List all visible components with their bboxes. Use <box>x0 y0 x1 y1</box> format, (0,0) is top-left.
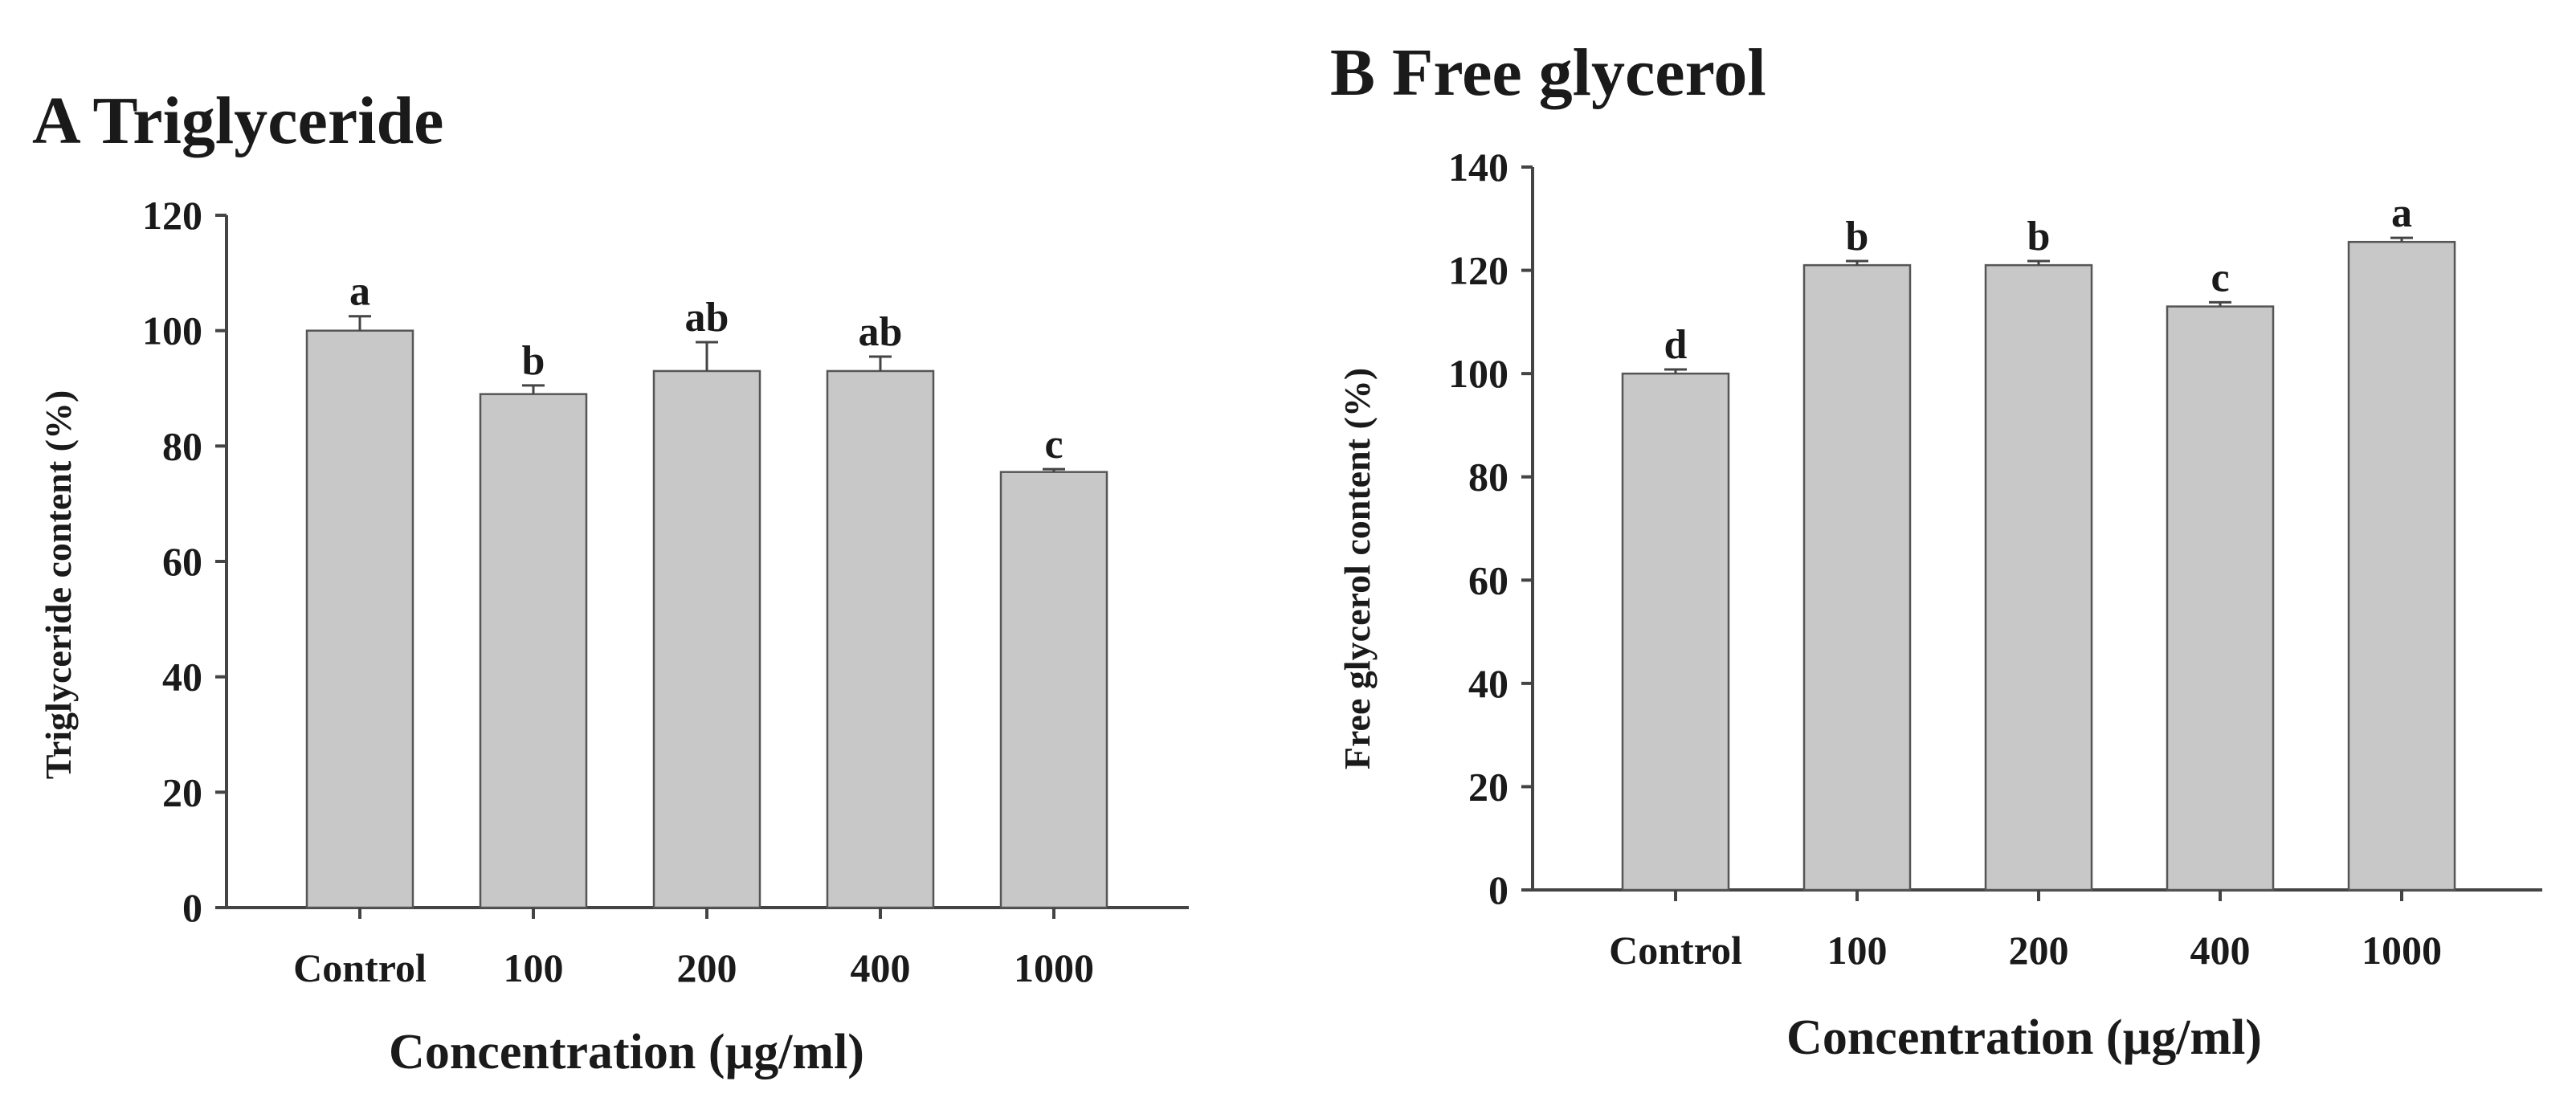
chart-a-bar <box>479 393 588 909</box>
chart-b-sig-label: c <box>2211 255 2229 300</box>
chart-a-y-tick-label: 60 <box>162 539 202 584</box>
chart-b-x-tick-label: 100 <box>1827 928 1888 973</box>
chart-a-bar <box>305 329 414 909</box>
chart-a-y-tick-label: 120 <box>142 193 202 238</box>
chart-a-y-tick-label: 40 <box>162 655 202 700</box>
chart-b-sig-label: a <box>2391 190 2412 236</box>
chart-b-y-tick-label: 120 <box>1448 248 1508 293</box>
chart-b-bar <box>2347 240 2456 892</box>
chart-b-xlabel: Concentration (µg/ml) <box>1786 1010 2262 1065</box>
chart-a-xlabel: Concentration (µg/ml) <box>389 1025 864 1079</box>
chart-a-title: A Triglyceride <box>32 84 443 158</box>
chart-b-title: B Free glycerol <box>1330 35 1766 110</box>
chart-a-bar <box>652 369 761 909</box>
chart-a-bar <box>999 471 1108 909</box>
chart-b-y-tick-label: 140 <box>1448 145 1508 190</box>
chart-b-marks: 0 20 40 60 80 100 120 140 d Control b 100 b 200 c 400 a 1… <box>1448 145 2542 973</box>
chart-b-x-tick-label: 400 <box>2190 928 2251 973</box>
chart-a-y-tick-label: 20 <box>162 769 202 814</box>
chart-b-ylabel: Free glycerol content (%) <box>1337 368 1378 769</box>
chart-a-y-tick-label: 100 <box>142 308 202 353</box>
chart-b-y-tick-label: 100 <box>1448 351 1508 396</box>
chart-b: B Free glycerol Free glycerol content (%… <box>1330 35 2542 1065</box>
chart-a-sig-label: ab <box>859 309 903 355</box>
chart-a-x-tick-label: 400 <box>851 945 911 990</box>
chart-a-y-tick-label: 80 <box>162 423 202 468</box>
chart-a-x-tick-label: 200 <box>677 945 737 990</box>
chart-b-y-tick-label: 80 <box>1468 455 1508 500</box>
chart-b-bar <box>1802 263 1912 892</box>
chart-b-sig-label: b <box>1846 214 1869 259</box>
chart-a: A Triglyceride Triglyceride content (%) … <box>32 84 1189 1079</box>
chart-a-ylabel: Triglyceride content (%) <box>38 390 79 780</box>
chart-b-bar <box>1984 263 2093 892</box>
chart-b-bar <box>1621 372 1730 892</box>
chart-a-bar <box>826 369 935 909</box>
chart-b-sig-label: d <box>1664 322 1688 368</box>
chart-a-sig-label: ab <box>685 295 729 341</box>
chart-a-x-tick-label: 100 <box>504 945 564 990</box>
chart-a-x-tick-label: Control <box>293 945 427 990</box>
chart-b-y-tick-label: 40 <box>1468 661 1508 706</box>
chart-a-x-tick-label: 1000 <box>1014 945 1094 990</box>
chart-a-y-tick-label: 0 <box>182 885 202 930</box>
chart-b-x-tick-label: 200 <box>2009 928 2069 973</box>
chart-a-sig-label: c <box>1044 422 1063 467</box>
chart-b-x-tick-label: 1000 <box>2362 928 2442 973</box>
chart-b-sig-label: b <box>2027 214 2051 259</box>
chart-a-marks: 0 20 40 60 80 100 120 a Control b 100 ab 200 ab 400 c 10… <box>142 193 1189 990</box>
chart-b-y-tick-label: 20 <box>1468 764 1508 809</box>
chart-a-sig-label: a <box>349 269 370 315</box>
chart-b-x-tick-label: Control <box>1609 928 1742 973</box>
chart-b-bar <box>2166 305 2275 892</box>
chart-b-y-tick-label: 60 <box>1468 557 1508 602</box>
chart-a-sig-label: b <box>522 338 545 384</box>
chart-b-y-tick-label: 0 <box>1488 867 1508 912</box>
